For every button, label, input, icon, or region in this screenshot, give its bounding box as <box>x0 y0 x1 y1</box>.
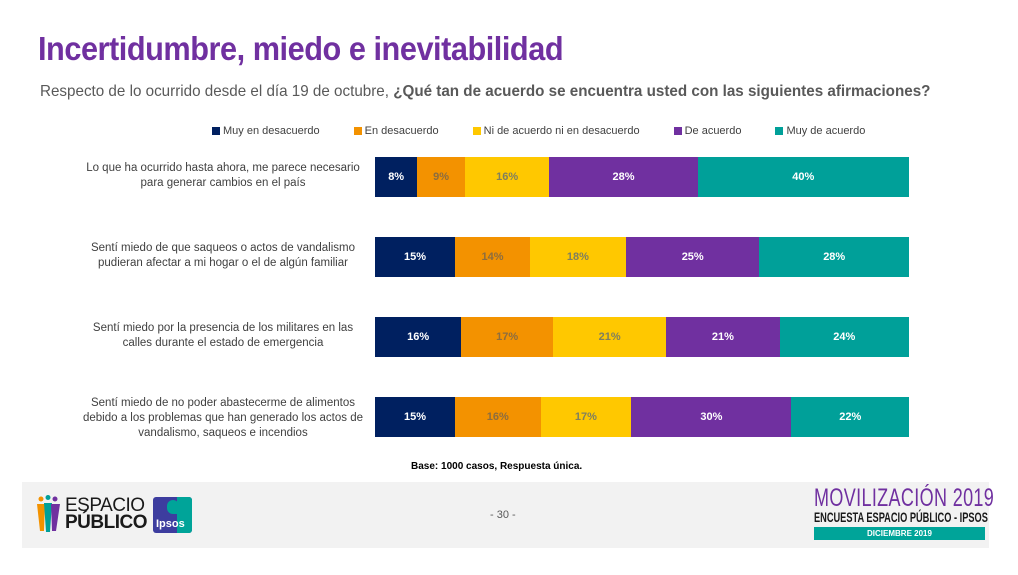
bar-segment: 16% <box>455 397 541 437</box>
bar-segment: 17% <box>461 317 553 357</box>
bar-row: 16% 17% 21% 21% 24% <box>375 317 909 357</box>
bar-segment: 28% <box>549 157 698 197</box>
subtitle-question: ¿Qué tan de acuerdo se encuentra usted c… <box>393 83 931 100</box>
subtitle-intro: Respecto de lo ocurrido desde el día 19 … <box>40 83 394 100</box>
bar-row: 15% 14% 18% 25% 28% <box>375 237 909 277</box>
legend-label: De acuerdo <box>684 125 742 137</box>
legend-item: Ni de acuerdo ni en desacuerdo <box>472 125 640 137</box>
bar-segment: 28% <box>759 237 909 277</box>
movilizacion-subtitle: ENCUESTA ESPACIO PÚBLICO - IPSOS <box>814 509 988 525</box>
category-label: Sentí miedo de no poder abastecerme de a… <box>82 397 364 439</box>
category-label: Sentí miedo de que saqueos o actos de va… <box>90 242 356 269</box>
bar-segment: 8% <box>375 157 418 197</box>
movilizacion-date: DICIEMBRE 2019 <box>814 527 985 540</box>
legend-item: Muy en desacuerdo <box>212 125 320 137</box>
legend-item: Muy de acuerdo <box>775 125 865 137</box>
bar-segment: 18% <box>529 237 626 277</box>
movilizacion-logo: MOVILIZACIÓN 2019 ENCUESTA ESPACIO PÚBLI… <box>814 484 995 540</box>
bar-segment: 25% <box>625 237 760 277</box>
bar-segment: 22% <box>791 397 909 437</box>
bar-segment: 14% <box>455 237 530 277</box>
legend-label: Muy de acuerdo <box>786 125 866 137</box>
bar-row: 8% 9% 16% 28% 40% <box>375 157 909 197</box>
legend-swatch <box>472 127 481 135</box>
category-label: Sentí miedo por la presencia de los mili… <box>92 322 354 349</box>
base-note: Base: 1000 casos, Respuesta única. <box>411 461 583 472</box>
movilizacion-title: MOVILIZACIÓN 2019 <box>814 484 995 512</box>
ipsos-logo: Ipsos <box>153 497 192 533</box>
legend-label: En desacuerdo <box>364 125 439 137</box>
bar-row: 15% 16% 17% 30% 22% <box>375 397 909 437</box>
page-title: Incertidumbre, miedo e inevitabilidad <box>38 30 564 67</box>
page-subtitle: Respecto de lo ocurrido desde el día 19 … <box>40 83 930 101</box>
legend-swatch <box>212 127 220 135</box>
legend-label: Ni de acuerdo ni en desacuerdo <box>483 125 640 137</box>
page-number: - 30 - <box>490 509 516 521</box>
bar-segment: 16% <box>375 317 462 357</box>
logo-line-publico: PÚBLICO <box>65 512 148 533</box>
bar-segment: 40% <box>697 157 909 197</box>
bar-segment: 9% <box>417 157 465 197</box>
legend-label: Muy en desacuerdo <box>223 125 320 137</box>
legend-swatch <box>353 127 362 135</box>
bar-segment: 15% <box>375 397 456 437</box>
category-label: Lo que ha ocurrido hasta ahora, me parec… <box>86 162 360 189</box>
bar-segment: 16% <box>464 157 550 197</box>
legend-swatch <box>673 127 682 135</box>
bar-segment: 24% <box>779 317 909 357</box>
bar-segment: 17% <box>540 397 632 437</box>
head-silhouette-icon <box>167 500 179 514</box>
bar-segment: 21% <box>666 317 780 357</box>
ipsos-logo-text: Ipsos <box>156 518 185 530</box>
espacio-publico-logo: ESPACIO PÚBLICO <box>36 495 148 533</box>
bar-segment: 30% <box>631 397 792 437</box>
bar-segment: 15% <box>375 237 456 277</box>
legend-item: De acuerdo <box>673 125 742 137</box>
chart-legend: Muy en desacuerdo En desacuerdo Ni de acue… <box>212 124 899 138</box>
logo-line-espacio: ESPACIO <box>65 495 145 516</box>
legend-swatch <box>775 127 784 135</box>
bar-segment: 21% <box>552 317 667 357</box>
legend-item: En desacuerdo <box>353 125 439 137</box>
people-figures-icon <box>36 495 62 533</box>
